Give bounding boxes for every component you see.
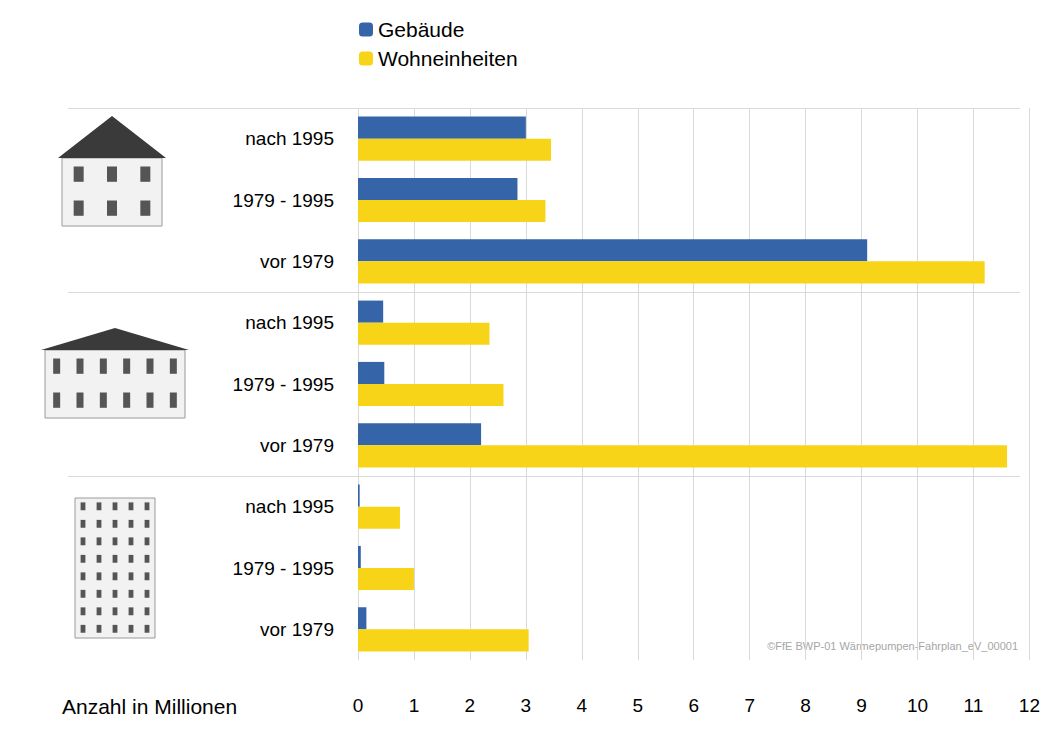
svg-text:1979 - 1995: 1979 - 1995 <box>233 190 334 211</box>
svg-text:12: 12 <box>1019 695 1040 716</box>
svg-text:Anzahl in Millionen: Anzahl in Millionen <box>62 695 237 718</box>
svg-text:1979 - 1995: 1979 - 1995 <box>233 558 334 579</box>
svg-text:4: 4 <box>577 695 588 716</box>
svg-text:Wohneinheiten: Wohneinheiten <box>378 47 518 70</box>
svg-text:vor 1979: vor 1979 <box>260 251 334 272</box>
svg-text:nach 1995: nach 1995 <box>245 496 334 517</box>
svg-text:6: 6 <box>688 695 699 716</box>
svg-text:9: 9 <box>856 695 867 716</box>
svg-text:©FfE BWP-01 Wärmepumpen-Fahrpl: ©FfE BWP-01 Wärmepumpen-Fahrplan_eV_0000… <box>767 640 1018 652</box>
svg-text:11: 11 <box>964 695 984 716</box>
svg-text:1: 1 <box>409 695 420 716</box>
svg-text:3: 3 <box>521 695 532 716</box>
svg-text:10: 10 <box>907 695 928 716</box>
svg-text:7: 7 <box>744 695 755 716</box>
svg-text:5: 5 <box>632 695 643 716</box>
svg-text:8: 8 <box>800 695 811 716</box>
svg-text:vor 1979: vor 1979 <box>260 435 334 456</box>
svg-text:0: 0 <box>353 695 364 716</box>
svg-text:nach 1995: nach 1995 <box>245 128 334 149</box>
svg-text:Gebäude: Gebäude <box>378 18 464 41</box>
svg-text:1979 - 1995: 1979 - 1995 <box>233 374 334 395</box>
svg-text:vor 1979: vor 1979 <box>260 619 334 640</box>
svg-text:nach 1995: nach 1995 <box>245 312 334 333</box>
svg-text:2: 2 <box>465 695 476 716</box>
